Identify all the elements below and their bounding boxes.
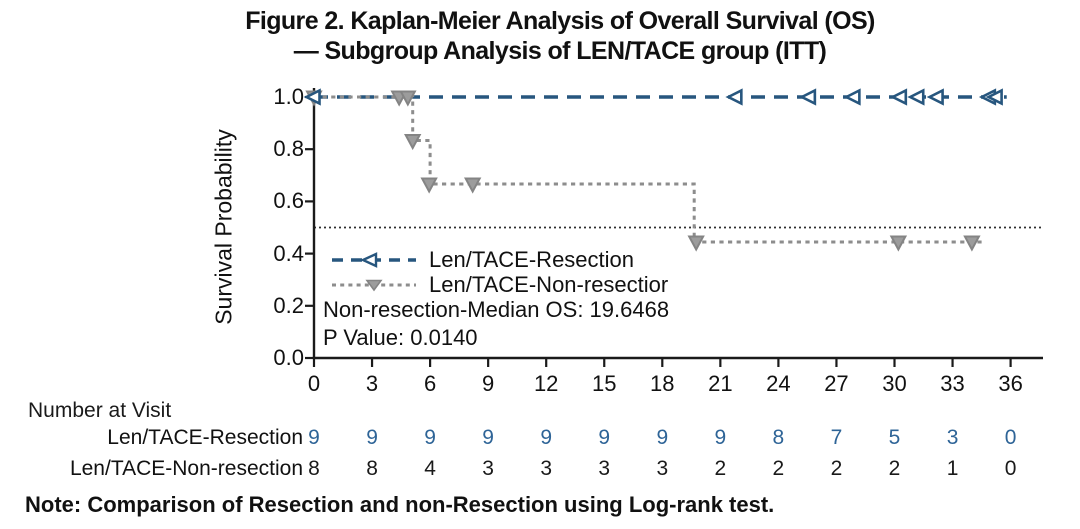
risk-count: 8	[772, 426, 785, 449]
y-tick-label: 1.0	[273, 84, 304, 109]
censor-mark-non-resection	[963, 235, 981, 252]
risk-count: 5	[888, 426, 901, 449]
censor-mark-resection	[725, 88, 743, 106]
censor-mark-non-resection	[889, 235, 908, 252]
censor-mark-non-resection	[463, 177, 482, 194]
y-tick-label: 0.8	[273, 136, 304, 162]
risk-count: 3	[540, 457, 553, 480]
legend-label-non-resection: Len/TACE-Non-resectior	[429, 271, 669, 297]
censor-mark-resection	[985, 88, 1003, 106]
censor-mark-resection	[889, 88, 908, 106]
figure-title-line2: — Subgroup Analysis of LEN/TACE group (I…	[293, 37, 827, 65]
risk-count: 2	[888, 457, 901, 480]
y-tick-label: 0.2	[273, 292, 304, 318]
non-resection-curve	[314, 95, 982, 244]
x-tick-label: 6	[423, 371, 437, 396]
x-tick-label: 3	[365, 371, 379, 396]
censor-mark-resection	[798, 88, 817, 106]
risk-count: 2	[830, 457, 843, 480]
figure-title: Figure 2. Kaplan-Meier Analysis of Overa…	[50, 6, 1070, 66]
risk-count: 8	[366, 457, 378, 480]
risk-count: 9	[366, 426, 378, 449]
censor-mark-non-resection	[687, 235, 705, 252]
y-tick-label: 0.6	[273, 188, 304, 214]
risk-count: 0	[1004, 457, 1017, 480]
risk-table-title: Number at Visit	[28, 399, 172, 422]
risk-count: 7	[830, 426, 843, 449]
censor-mark-resection	[907, 88, 925, 106]
censor-mark-resection	[843, 88, 861, 106]
x-tick-label: 30	[882, 371, 907, 396]
censor-mark-resection	[926, 88, 944, 106]
p-value-annotation: P Value: 0.0140	[323, 325, 478, 350]
risk-row-label-resection: Len/TACE-Resection	[107, 426, 303, 449]
risk-count: 4	[424, 457, 436, 480]
figure-title-line1: Figure 2. Kaplan-Meier Analysis of Overa…	[245, 7, 875, 35]
censor-mark-non-resection	[420, 177, 438, 194]
risk-count: 3	[656, 457, 669, 480]
risk-count: 9	[308, 426, 320, 449]
censor-mark-non-resection	[404, 134, 422, 151]
y-tick-label: 0.0	[273, 345, 304, 370]
x-tick-label: 12	[533, 371, 559, 396]
legend: Len/TACE-Resection Len/TACE-Non-resectio…	[330, 247, 668, 297]
risk-row-label-non-resection: Len/TACE-Non-resection	[69, 457, 303, 480]
risk-count: 1	[946, 457, 959, 480]
non-resection-line-sample-icon	[332, 279, 416, 291]
y-tick-label: 0.4	[273, 240, 304, 266]
x-tick-label: 15	[592, 371, 617, 396]
x-tick-label: 21	[708, 371, 733, 396]
median-os-annotation: Non-resection-Median OS: 19.6468	[323, 297, 670, 322]
risk-count: 9	[540, 426, 553, 449]
y-axis-title: Survival Probability	[210, 129, 237, 325]
x-tick-label: 24	[766, 371, 791, 396]
risk-count: 9	[656, 426, 669, 449]
censor-mark-non-resection	[399, 90, 417, 107]
x-tick-label: 18	[650, 371, 675, 396]
risk-count: 2	[714, 457, 727, 480]
risk-count: 3	[598, 457, 611, 480]
x-tick-label: 33	[940, 371, 965, 396]
risk-count: 0	[1004, 426, 1017, 449]
resection-line-sample-icon	[332, 251, 416, 268]
x-tick-label: 9	[482, 371, 495, 396]
legend-label-resection: Len/TACE-Resection	[429, 246, 635, 272]
risk-count: 8	[308, 457, 320, 480]
risk-count: 3	[482, 457, 494, 480]
risk-count: 9	[482, 426, 494, 449]
risk-values-resection: 9 9 9 9 9 9 9 9 8 7 5 3 0	[0, 426, 1080, 452]
risk-values-non-resection: 8 8 4 3 3 3 3 2 2 2 2 1 0	[0, 457, 1080, 483]
risk-count: 3	[946, 426, 959, 449]
x-tick-label: 0	[307, 371, 321, 396]
censor-mark-resection	[303, 88, 321, 106]
risk-count: 9	[424, 426, 436, 449]
risk-count: 2	[772, 457, 785, 480]
x-tick-label: 27	[824, 371, 849, 396]
legend-item-resection: Len/TACE-Resection	[330, 247, 668, 272]
legend-item-non-resection: Len/TACE-Non-resectior	[330, 272, 668, 297]
x-tick-label: 36	[998, 371, 1023, 396]
figure-note: Note: Comparison of Resection and non-Re…	[25, 492, 775, 517]
risk-count: 9	[598, 426, 611, 449]
risk-count: 9	[714, 426, 727, 449]
